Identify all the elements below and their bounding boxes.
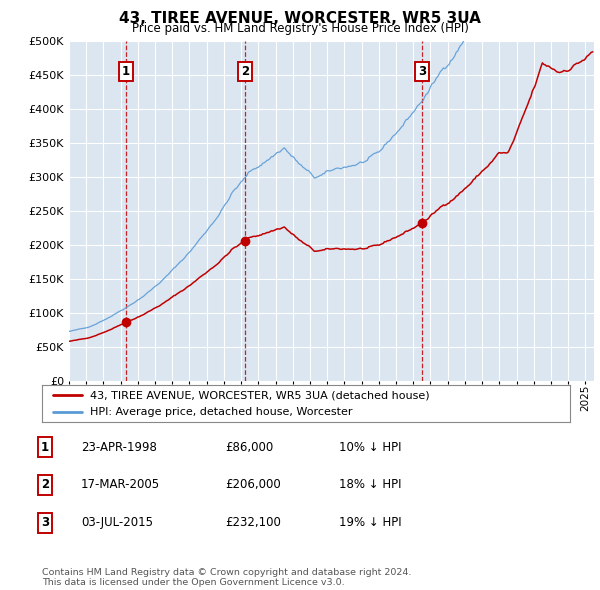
Text: Price paid vs. HM Land Registry's House Price Index (HPI): Price paid vs. HM Land Registry's House … (131, 22, 469, 35)
Text: Contains HM Land Registry data © Crown copyright and database right 2024.
This d: Contains HM Land Registry data © Crown c… (42, 568, 412, 587)
Text: £232,100: £232,100 (225, 516, 281, 529)
Text: 3: 3 (418, 65, 426, 78)
Text: 17-MAR-2005: 17-MAR-2005 (81, 478, 160, 491)
Text: 1: 1 (122, 65, 130, 78)
Text: 3: 3 (41, 516, 49, 529)
Text: 1: 1 (41, 441, 49, 454)
Text: 2: 2 (41, 478, 49, 491)
Text: 03-JUL-2015: 03-JUL-2015 (81, 516, 153, 529)
Text: £206,000: £206,000 (225, 478, 281, 491)
Text: 18% ↓ HPI: 18% ↓ HPI (339, 478, 401, 491)
Text: 2: 2 (241, 65, 249, 78)
Text: 10% ↓ HPI: 10% ↓ HPI (339, 441, 401, 454)
Text: 43, TIREE AVENUE, WORCESTER, WR5 3UA (detached house): 43, TIREE AVENUE, WORCESTER, WR5 3UA (de… (89, 390, 429, 400)
Text: HPI: Average price, detached house, Worcester: HPI: Average price, detached house, Worc… (89, 407, 352, 417)
Text: 19% ↓ HPI: 19% ↓ HPI (339, 516, 401, 529)
Text: £86,000: £86,000 (225, 441, 273, 454)
Text: 43, TIREE AVENUE, WORCESTER, WR5 3UA: 43, TIREE AVENUE, WORCESTER, WR5 3UA (119, 11, 481, 25)
Text: 23-APR-1998: 23-APR-1998 (81, 441, 157, 454)
